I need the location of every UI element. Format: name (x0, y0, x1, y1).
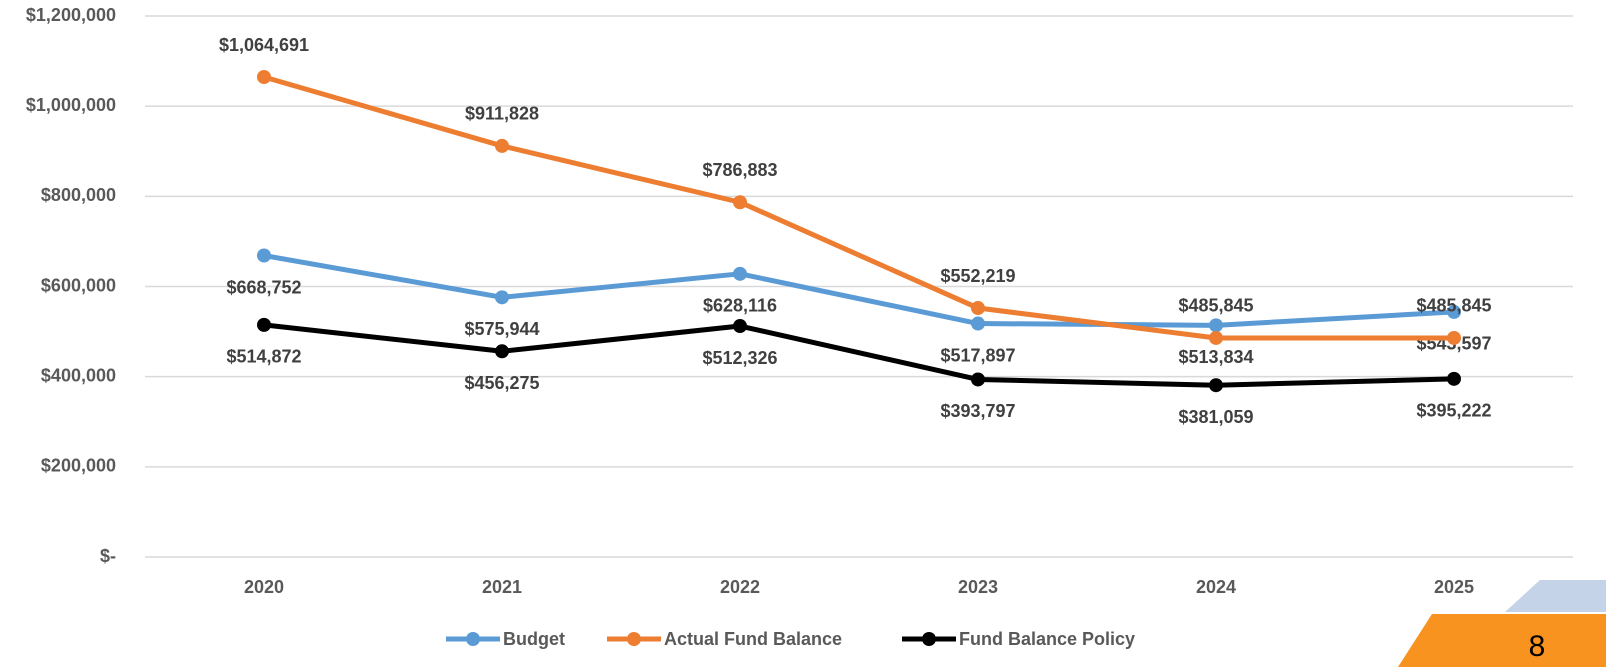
data-label: $485,845 (1178, 296, 1253, 316)
legend-label: Actual Fund Balance (664, 629, 842, 649)
y-tick-label: $1,000,000 (26, 95, 116, 115)
data-point (1447, 304, 1461, 319)
data-point (257, 317, 271, 332)
data-label: $628,116 (703, 296, 777, 316)
data-point (733, 319, 747, 334)
page-number: 8 (1529, 630, 1546, 663)
series-line (263, 253, 1455, 328)
data-label: $514,872 (226, 347, 301, 367)
data-label: $393,797 (940, 401, 1015, 421)
x-tick-label: 2021 (482, 577, 522, 597)
legend-label: Budget (503, 629, 565, 649)
y-tick-label: $200,000 (41, 456, 116, 476)
data-point (733, 266, 747, 281)
data-point (971, 301, 985, 316)
data-label: $552,219 (940, 266, 1015, 286)
legend-marker (627, 632, 641, 646)
data-point (1209, 378, 1223, 393)
data-point (971, 372, 985, 387)
data-point (1209, 318, 1223, 333)
data-label: $485,845 (1416, 296, 1491, 316)
data-point (495, 344, 509, 359)
data-label: $786,883 (702, 160, 777, 180)
data-point (1209, 330, 1223, 345)
data-label: $513,834 (1178, 347, 1253, 367)
x-tick-label: 2022 (720, 577, 760, 597)
y-tick-label: $- (100, 546, 116, 566)
data-label: $517,897 (940, 345, 1015, 365)
x-tick-label: 2024 (1196, 577, 1236, 597)
y-tick-label: $1,200,000 (26, 5, 116, 25)
data-point (733, 195, 747, 210)
x-tick-label: 2025 (1434, 577, 1474, 597)
y-tick-label: $400,000 (41, 365, 116, 385)
legend-label: Fund Balance Policy (959, 629, 1135, 649)
data-label: $395,222 (1416, 401, 1491, 421)
x-tick-label: 2023 (958, 577, 998, 597)
y-tick-label: $600,000 (41, 275, 116, 295)
data-label: $1,064,691 (219, 35, 309, 55)
data-label: $512,326 (702, 348, 777, 368)
data-label: $381,059 (1178, 407, 1253, 427)
legend-marker (922, 632, 936, 646)
data-point (495, 138, 509, 153)
data-point (1447, 330, 1461, 345)
legend-marker (466, 632, 480, 646)
data-point (495, 290, 509, 305)
data-point (257, 248, 271, 263)
decoration (1398, 614, 1606, 667)
data-point (1447, 371, 1461, 386)
data-label: $911,828 (465, 104, 539, 124)
x-tick-label: 2020 (244, 577, 284, 597)
data-label: $456,275 (464, 373, 539, 393)
decoration (1505, 580, 1606, 612)
data-point (257, 70, 271, 85)
series-line (263, 74, 1454, 341)
y-tick-label: $800,000 (41, 185, 116, 205)
data-label: $668,752 (226, 277, 301, 297)
series-line (263, 322, 1455, 388)
data-label: $575,944 (464, 319, 539, 339)
data-point (971, 316, 985, 331)
